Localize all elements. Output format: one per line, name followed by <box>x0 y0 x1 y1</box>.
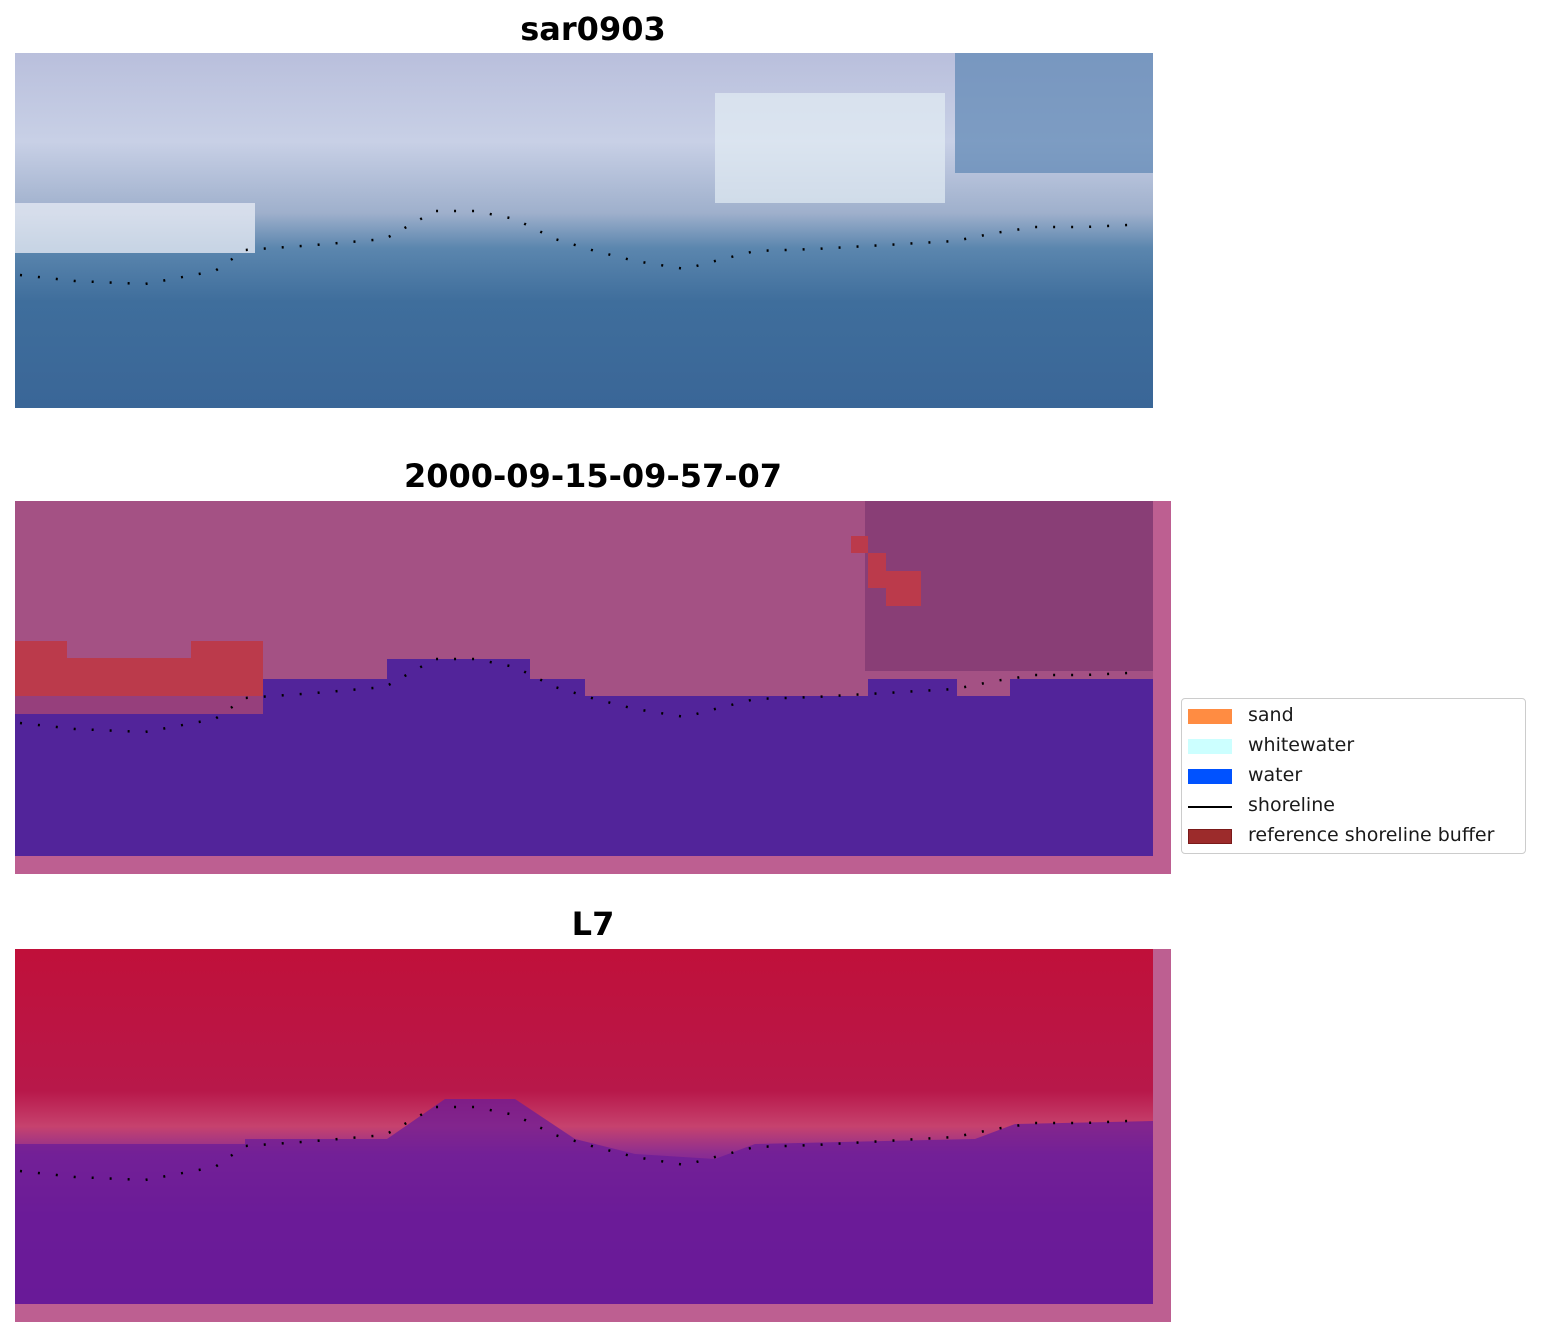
shoreline-line-swatch <box>1188 806 1232 808</box>
legend-item-sand: sand <box>1188 703 1518 729</box>
buffer-patch-right <box>851 536 868 553</box>
legend-item-whitewater: whitewater <box>1188 733 1518 759</box>
legend-item-shoreline: shoreline <box>1188 793 1518 819</box>
legend-item-water: water <box>1188 763 1518 789</box>
legend-label-water: water <box>1248 764 1303 786</box>
legend-label-whitewater: whitewater <box>1248 734 1355 756</box>
legend-label-reference-buffer: reference shoreline buffer <box>1248 824 1495 846</box>
legend: sand whitewater water shoreline referenc… <box>1181 698 1526 854</box>
classification-image-panel <box>15 501 1171 874</box>
legend-label-sand: sand <box>1248 704 1294 726</box>
panel-title-classification: 2000-09-15-09-57-07 <box>403 457 783 495</box>
reference-buffer-swatch <box>1188 829 1232 844</box>
index-image-panel <box>15 949 1171 1322</box>
whitewater-swatch <box>1188 739 1232 754</box>
panel-title-index: L7 <box>571 905 615 943</box>
legend-label-shoreline: shoreline <box>1248 794 1335 816</box>
water-class-region <box>15 659 1153 856</box>
panel-title-rgb: sar0903 <box>520 10 666 48</box>
rgb-image-panel <box>15 53 1153 408</box>
legend-item-reference-buffer: reference shoreline buffer <box>1188 823 1518 849</box>
water-swatch <box>1188 769 1232 784</box>
sand-swatch <box>1188 709 1232 724</box>
